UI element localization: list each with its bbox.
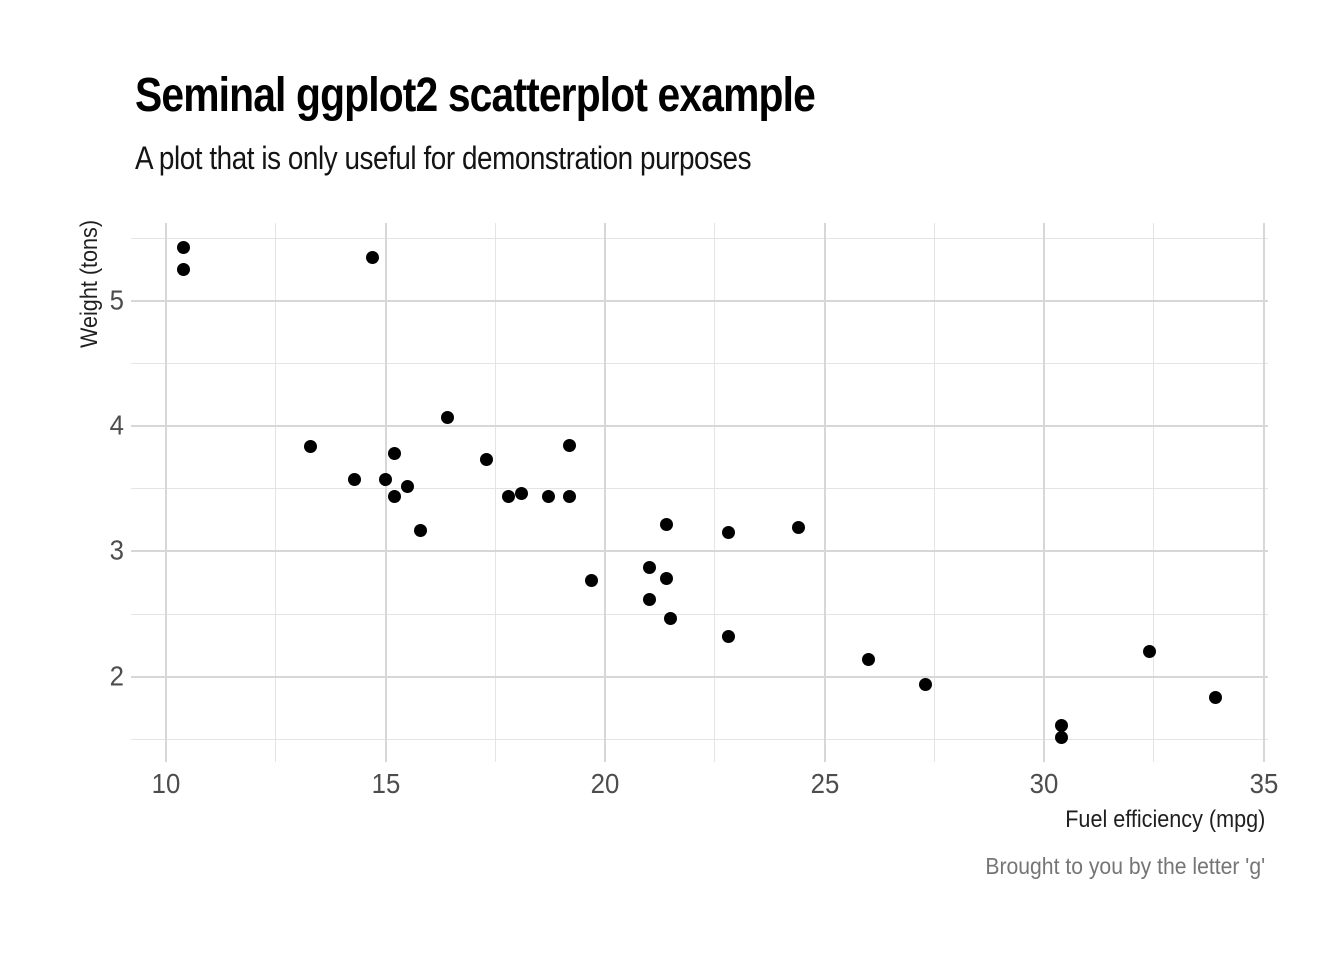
gridline-minor-horizontal (131, 237, 1268, 239)
x-tick-label: 35 (1249, 768, 1278, 799)
y-axis-title: Weight (tons) (76, 219, 103, 348)
x-tick-label: 10 (151, 768, 181, 799)
data-point (541, 489, 555, 503)
data-point (177, 262, 191, 276)
data-point (1208, 690, 1222, 704)
x-tick-label: 15 (371, 768, 400, 799)
gridline-major-horizontal (131, 550, 1268, 553)
data-point (721, 630, 735, 644)
x-axis-title: Fuel efficiency (mpg) (1064, 806, 1265, 833)
data-point (1142, 645, 1156, 659)
data-point (642, 560, 656, 574)
data-point (480, 453, 494, 467)
data-point (585, 573, 599, 587)
y-tick-label: 3 (109, 534, 124, 566)
data-point (660, 572, 674, 586)
gridline-major-horizontal (131, 299, 1268, 302)
gridline-major-horizontal (131, 675, 1268, 678)
data-point (515, 487, 529, 501)
data-point (791, 521, 805, 535)
data-point (664, 611, 678, 625)
data-point (642, 592, 656, 606)
gridline-minor-horizontal (131, 362, 1268, 364)
data-point (440, 410, 454, 424)
gridline-minor-horizontal (131, 738, 1268, 740)
gridline-major-vertical (604, 223, 607, 762)
data-point (563, 489, 577, 503)
data-point (1055, 731, 1069, 745)
gridline-major-horizontal (131, 425, 1268, 428)
data-point (721, 526, 735, 540)
gridline-minor-horizontal (131, 613, 1268, 615)
y-tick-label: 4 (109, 409, 124, 441)
gridline-major-vertical (1043, 223, 1046, 762)
gridline-minor-vertical (933, 223, 935, 762)
gridline-minor-vertical (275, 223, 277, 762)
plot-caption: Brought to you by the letter 'g' (985, 853, 1265, 879)
gridline-minor-horizontal (131, 488, 1268, 490)
data-point (365, 250, 379, 264)
data-point (502, 489, 516, 503)
data-point (387, 447, 401, 461)
gridline-major-vertical (823, 223, 826, 762)
y-tick-label: 2 (109, 660, 124, 692)
x-tick-label: 25 (810, 768, 839, 799)
data-point (919, 678, 933, 692)
x-tick-label: 20 (590, 768, 620, 799)
x-tick-label: 30 (1029, 768, 1059, 799)
gridline-major-vertical (1262, 223, 1265, 762)
data-point (387, 490, 401, 504)
data-point (348, 473, 362, 487)
data-point (414, 523, 428, 537)
plot-subtitle: A plot that is only useful for demonstra… (135, 140, 752, 176)
data-point (563, 438, 577, 452)
data-point (862, 652, 875, 666)
gridline-major-vertical (384, 223, 387, 762)
gridline-minor-vertical (714, 223, 716, 762)
data-point (304, 439, 318, 453)
y-tick-label: 5 (109, 284, 124, 316)
data-point (660, 517, 674, 531)
data-point (379, 473, 393, 487)
data-point (177, 241, 191, 255)
gridline-minor-vertical (1153, 223, 1155, 762)
gridline-major-vertical (165, 223, 168, 762)
page-title: Seminal ggplot2 scatterplot example (135, 69, 816, 122)
data-point (1055, 718, 1069, 732)
plot-panel (131, 223, 1268, 762)
data-point (401, 479, 415, 493)
gridline-minor-vertical (494, 223, 496, 762)
